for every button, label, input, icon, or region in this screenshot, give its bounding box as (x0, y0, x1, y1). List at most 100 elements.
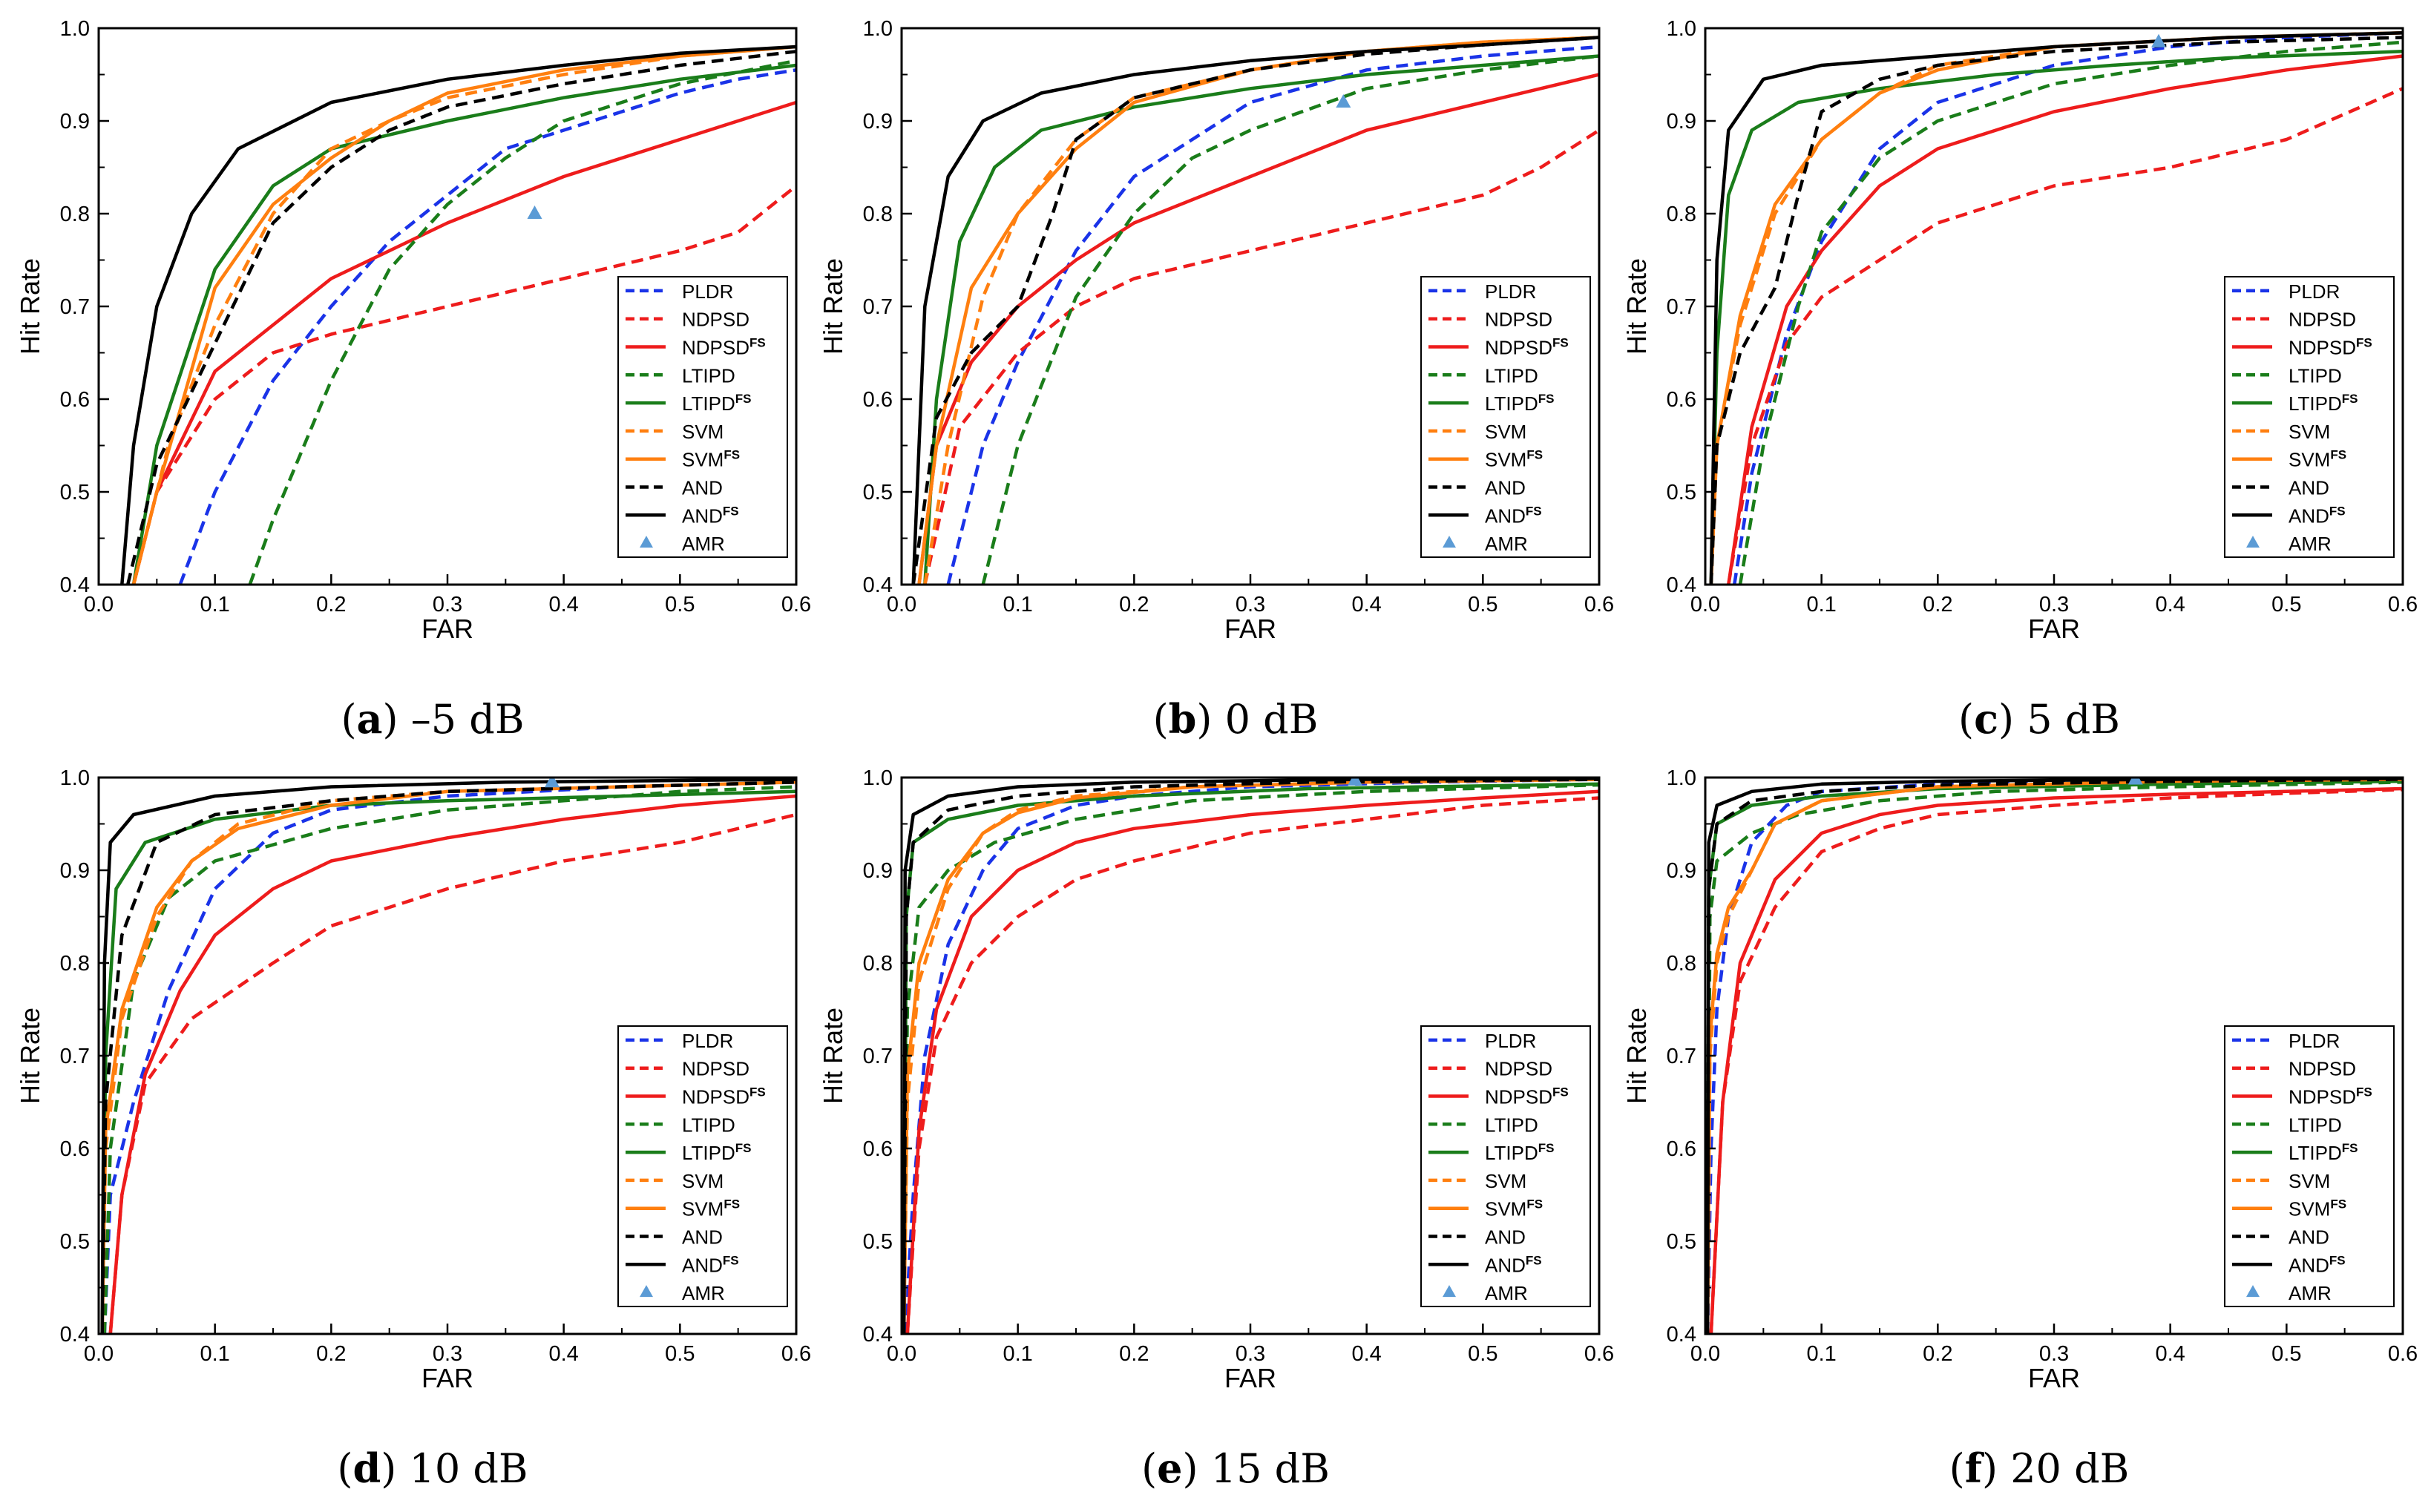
series-line-ndpsd (131, 184, 796, 585)
series-line-svm-fs (131, 45, 796, 585)
legend-label: AMR (682, 1282, 725, 1304)
y-tick-label: 0.4 (60, 573, 90, 597)
series-line-and-fs (902, 778, 1599, 1334)
x-axis-label: FAR (1224, 1363, 1276, 1393)
series-amr-marker (2151, 33, 2166, 47)
legend-label: PLDR (2289, 1030, 2340, 1052)
y-tick-label: 0.9 (60, 859, 90, 883)
panel-caption: (b) 0 dB (1153, 695, 1319, 743)
series-line-ltipd (248, 59, 796, 585)
legend-label: NDPSDFS (1485, 336, 1569, 359)
x-tick-label: 0.4 (1352, 593, 1382, 617)
legend-label: ANDFS (682, 504, 739, 527)
legend: PLDR NDPSD NDPSDFS LTIPD LTIPDFS SVM SVMFS AND A… (1420, 1025, 1591, 1307)
panel-caption: (d) 10 dB (337, 1444, 528, 1492)
legend-label: AND (682, 1226, 723, 1249)
series-line-ltipd (981, 54, 1599, 585)
plot-area (911, 36, 1599, 585)
y-tick-label: 0.8 (863, 952, 893, 976)
series-line-svm (131, 45, 796, 585)
series-amr-marker (2127, 778, 2143, 785)
plot-area (1709, 31, 2403, 585)
y-tick-label: 0.5 (863, 481, 893, 504)
x-tick-label: 0.2 (316, 1342, 346, 1366)
legend-label: LTIPDFS (2289, 1141, 2358, 1164)
plot-area (120, 45, 796, 585)
y-tick-label: 0.4 (1667, 573, 1696, 597)
y-tick-label: 1.0 (863, 766, 893, 790)
legend-label: AMR (2289, 533, 2332, 555)
legend-swatch (1443, 1285, 1456, 1298)
y-tick-label: 0.5 (60, 481, 90, 504)
legend-swatch (1443, 536, 1456, 548)
x-tick-label: 0.6 (2388, 1342, 2418, 1366)
panel-caption: (f) 20 dB (1949, 1444, 2130, 1492)
legend-label: AND (2289, 477, 2329, 499)
x-tick-label: 0.3 (433, 1342, 462, 1366)
series-line-and-fs (100, 778, 796, 1334)
series-line-pldr (178, 68, 796, 585)
y-tick-label: 0.5 (863, 1230, 893, 1254)
legend-label: PLDR (1485, 1030, 1536, 1052)
x-tick-label: 0.2 (1119, 593, 1149, 617)
series-line-ndpsd-fs (108, 794, 796, 1334)
legend-box (1420, 1025, 1591, 1307)
y-tick-label: 0.9 (863, 859, 893, 883)
y-tick-label: 0.4 (1667, 1323, 1696, 1347)
legend-label: ANDFS (1485, 504, 1542, 527)
series-line-svm (100, 780, 796, 1334)
legend-box (617, 1025, 788, 1307)
legend-label: NDPSDFS (1485, 1085, 1569, 1108)
legend-label: LTIPD (1485, 364, 1538, 387)
series-line-and-fs (120, 45, 796, 585)
y-tick-label: 0.9 (863, 110, 893, 134)
plot-area (1705, 778, 2403, 1334)
y-axis-label: Hit Rate (1621, 1008, 1652, 1104)
y-axis-label: Hit Rate (818, 258, 848, 355)
series-line-pldr (1732, 31, 2403, 585)
x-tick-label: 0.0 (1690, 1342, 1720, 1366)
x-tick-label: 0.6 (1584, 593, 1614, 617)
y-tick-label: 0.4 (863, 1323, 893, 1347)
legend-box (2224, 276, 2395, 558)
legend-label: NDPSD (682, 1058, 749, 1080)
x-tick-label: 0.4 (2156, 593, 2185, 617)
x-tick-label: 0.4 (549, 593, 579, 617)
y-tick-label: 0.7 (863, 295, 893, 319)
legend-label: SVMFS (2289, 1197, 2346, 1220)
series-line-ndpsd (1727, 87, 2403, 585)
legend-label: PLDR (1485, 280, 1536, 303)
series-line-ndpsd-fs (917, 73, 1599, 585)
legend-label: ANDFS (1485, 1253, 1542, 1276)
legend-label: NDPSD (1485, 1058, 1552, 1080)
y-tick-label: 0.4 (60, 1323, 90, 1347)
legend-label: NDPSDFS (682, 336, 766, 359)
legend: PLDR NDPSD NDPSDFS LTIPD LTIPDFS SVM SVMFS AND A… (2224, 1025, 2395, 1307)
series-amr-marker (1348, 778, 1362, 786)
legend-label: PLDR (682, 1030, 733, 1052)
legend-swatch (640, 536, 653, 548)
x-tick-label: 0.0 (887, 593, 916, 617)
y-tick-label: 0.6 (863, 388, 893, 412)
x-axis-label: FAR (2028, 1363, 2080, 1393)
series-line-and-fs (911, 36, 1599, 585)
y-tick-label: 0.7 (60, 1045, 90, 1068)
y-tick-label: 0.6 (60, 388, 90, 412)
y-tick-label: 0.9 (1667, 859, 1696, 883)
x-tick-label: 0.0 (84, 1342, 114, 1366)
x-axis-label: FAR (1224, 614, 1276, 644)
y-tick-label: 0.8 (60, 952, 90, 976)
y-tick-label: 0.5 (1667, 1230, 1696, 1254)
legend-label: NDPSDFS (682, 1085, 766, 1108)
x-tick-label: 0.1 (200, 1342, 230, 1366)
y-tick-label: 0.8 (1667, 952, 1696, 976)
chart-panel-b: 0.0 0.1 0.2 0.3 0.4 0.5 0.6 0.4 0.5 0.6 0.7 0.8 0.9 1… (818, 17, 1614, 743)
x-tick-label: 0.6 (1584, 1342, 1614, 1366)
x-tick-label: 0.5 (1468, 1342, 1497, 1366)
chart-panel-d: 0.0 0.1 0.2 0.3 0.4 0.5 0.6 0.4 0.5 0.6 0.7 0.8 0.9 1… (15, 766, 811, 1492)
series-line-ndpsd-fs (1709, 786, 2403, 1334)
legend-label: AND (682, 477, 723, 499)
x-tick-label: 0.3 (1236, 1342, 1265, 1366)
series-line-ltipd (1705, 780, 2403, 1334)
legend-label: LTIPD (682, 364, 735, 387)
